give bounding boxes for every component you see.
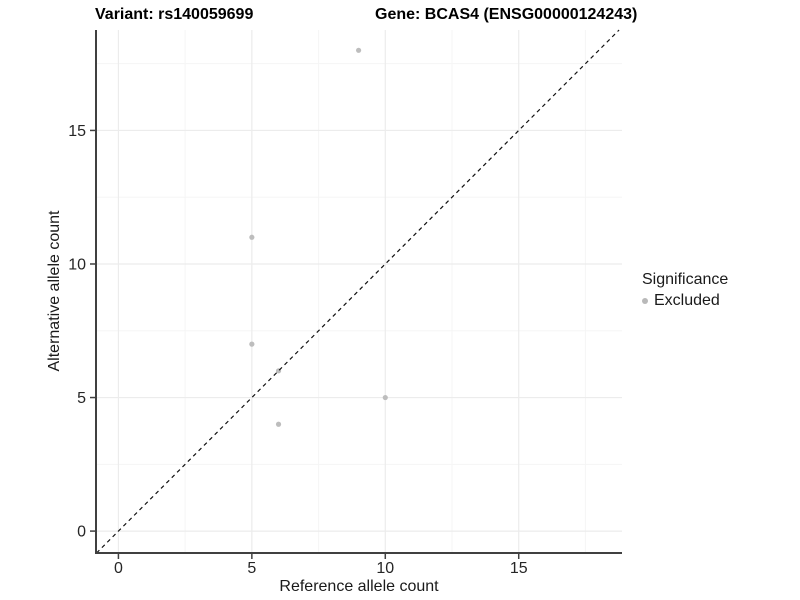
y-tick-label: 10	[68, 256, 86, 273]
x-tick-label: 5	[247, 560, 256, 577]
data-point	[355, 47, 362, 53]
legend-title: Significance	[642, 271, 729, 288]
legend: Significance Excluded	[636, 271, 728, 310]
gene-title: Gene: BCAS4 (ENSG00000124243)	[375, 6, 638, 23]
identity-dashed-line	[96, 29, 620, 554]
data-point	[275, 421, 282, 427]
y-tick-label: 15	[68, 123, 86, 140]
legend-item-label: Excluded	[654, 292, 720, 309]
variant-title: Variant: rs140059699	[95, 6, 254, 23]
x-tick-label: 0	[114, 560, 123, 577]
data-point	[382, 394, 388, 401]
x-axis-title: Reference allele count	[279, 578, 439, 595]
y-axis-title: Alternative allele count	[46, 210, 63, 372]
data-point	[249, 234, 255, 240]
y-tick-label: 0	[77, 524, 86, 541]
data-point	[249, 341, 255, 347]
x-tick-label: 10	[376, 560, 394, 577]
y-tick-label: 5	[77, 390, 86, 407]
x-tick-label: 15	[510, 560, 528, 577]
legend-item-excluded: Excluded	[636, 292, 728, 310]
legend-point-icon	[642, 298, 648, 304]
